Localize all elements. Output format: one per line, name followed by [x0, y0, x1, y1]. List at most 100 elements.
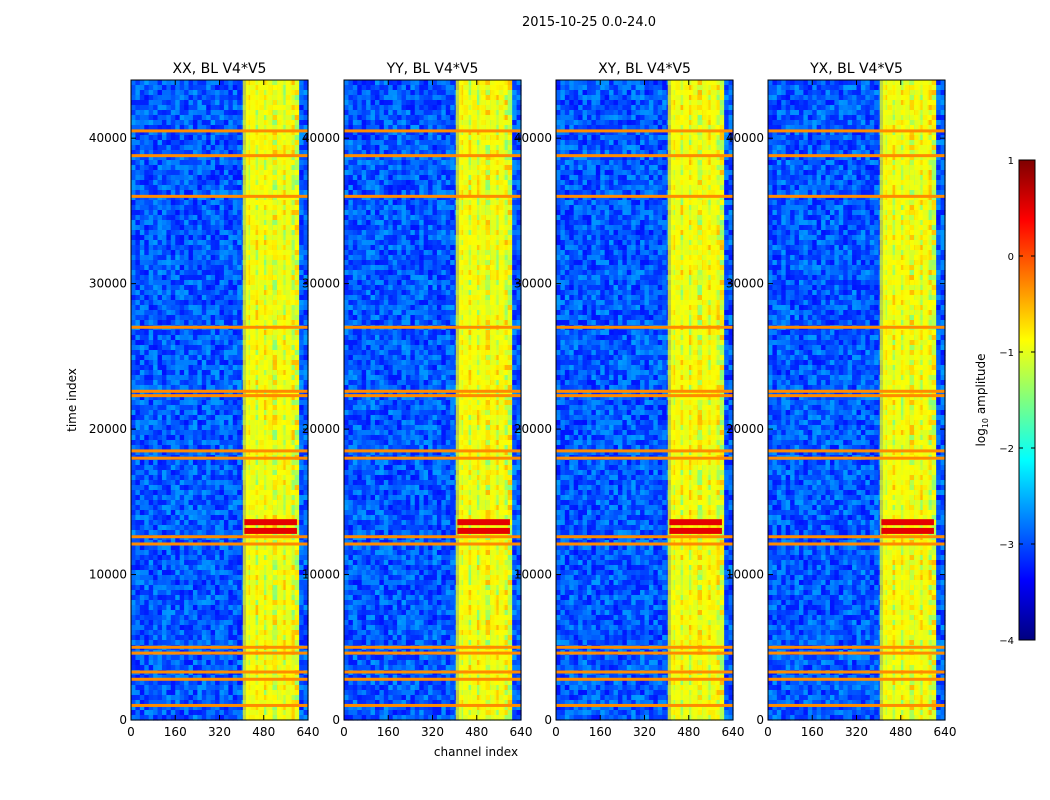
- heatmap-cell: [219, 120, 225, 126]
- heatmap-cell: [294, 215, 300, 221]
- heatmap-cell: [188, 135, 194, 141]
- heatmap-cell: [153, 380, 159, 386]
- heatmap-cell: [290, 365, 296, 371]
- heatmap-cell: [139, 420, 145, 426]
- heatmap-cell: [192, 685, 198, 691]
- heatmap-cell: [299, 135, 305, 141]
- heatmap-cell: [135, 320, 141, 326]
- heatmap-cell: [201, 445, 207, 451]
- heatmap-cell: [188, 425, 194, 431]
- heatmap-cell: [175, 375, 181, 381]
- heatmap-cell: [179, 620, 185, 626]
- heatmap-cell: [303, 145, 309, 151]
- heatmap-cell: [215, 275, 221, 281]
- heatmap-cell: [237, 310, 243, 316]
- heatmap-cell: [228, 620, 234, 626]
- heatmap-cell: [135, 100, 141, 106]
- heatmap-cell: [166, 295, 172, 301]
- heatmap-cell: [201, 450, 207, 456]
- heatmap-cell: [272, 500, 278, 506]
- heatmap-cell: [299, 335, 305, 341]
- heatmap-cell: [157, 495, 163, 501]
- heatmap-cell: [144, 305, 150, 311]
- heatmap-cell: [135, 560, 141, 566]
- heatmap-cell: [175, 185, 181, 191]
- heatmap-cell: [157, 625, 163, 631]
- heatmap-cell: [170, 255, 176, 261]
- heatmap-cell: [188, 525, 194, 531]
- heatmap-cell: [210, 190, 216, 196]
- heatmap-cell: [263, 245, 269, 251]
- heatmap-cell: [223, 410, 229, 416]
- heatmap-cell: [139, 345, 145, 351]
- heatmap-cell: [175, 635, 181, 641]
- heatmap-cell: [219, 355, 225, 361]
- heatmap-cell: [184, 595, 190, 601]
- heatmap-cell: [206, 290, 212, 296]
- heatmap-cell: [299, 210, 305, 216]
- heatmap-cell: [139, 625, 145, 631]
- heatmap-cell: [228, 275, 234, 281]
- heatmap-cell: [197, 370, 203, 376]
- heatmap-cell: [144, 615, 150, 621]
- heatmap-cell: [210, 215, 216, 221]
- heatmap-cell: [131, 445, 137, 451]
- heatmap-cell: [166, 370, 172, 376]
- heatmap-cell: [201, 620, 207, 626]
- heatmap-cell: [210, 245, 216, 251]
- heatmap-cell: [219, 320, 225, 326]
- heatmap-cell: [179, 270, 185, 276]
- heatmap-cell: [131, 430, 137, 436]
- heatmap-cell: [219, 335, 225, 341]
- heatmap-cell: [237, 345, 243, 351]
- heatmap-cell: [201, 285, 207, 291]
- heatmap-cell: [210, 340, 216, 346]
- heatmap-cell: [188, 610, 194, 616]
- heatmap-cell: [153, 245, 159, 251]
- heatmap-cell: [192, 335, 198, 341]
- heatmap-cell: [179, 265, 185, 271]
- heatmap-cell: [272, 640, 278, 646]
- heatmap-cell: [201, 695, 207, 701]
- heatmap-cell: [201, 480, 207, 486]
- heatmap-cell: [166, 225, 172, 231]
- heatmap-cell: [197, 120, 203, 126]
- heatmap-cell: [232, 485, 238, 491]
- heatmap-cell: [237, 660, 243, 666]
- heatmap-cell: [219, 435, 225, 441]
- heatmap-cell: [299, 310, 305, 316]
- heatmap-cell: [153, 475, 159, 481]
- heatmap-cell: [201, 405, 207, 411]
- heatmap-cell: [219, 255, 225, 261]
- heatmap-cell: [131, 395, 137, 401]
- heatmap-cell: [179, 155, 185, 161]
- heatmap-cell: [215, 300, 221, 306]
- heatmap-cell: [219, 105, 225, 111]
- heatmap-cell: [263, 200, 269, 206]
- heatmap-cell: [237, 335, 243, 341]
- heatmap-cell: [170, 525, 176, 531]
- heatmap-cell: [232, 665, 238, 671]
- heatmap-cell: [170, 330, 176, 336]
- heatmap-cell: [263, 110, 269, 116]
- heatmap-cell: [210, 440, 216, 446]
- heatmap-cell: [219, 680, 225, 686]
- heatmap-cell: [192, 395, 198, 401]
- heatmap-cell: [219, 575, 225, 581]
- heatmap-cell: [131, 110, 137, 116]
- heatmap-cell: [201, 175, 207, 181]
- heatmap-cell: [254, 385, 260, 391]
- heatmap-cell: [228, 180, 234, 186]
- heatmap-cell: [201, 170, 207, 176]
- heatmap-cell: [210, 255, 216, 261]
- heatmap-cell: [157, 205, 163, 211]
- heatmap-cell: [166, 465, 172, 471]
- heatmap-cell: [188, 345, 194, 351]
- heatmap-cell: [179, 595, 185, 601]
- heatmap-cell: [157, 315, 163, 321]
- heatmap-cell: [153, 345, 159, 351]
- heatmap-cell: [303, 290, 309, 296]
- heatmap-cell: [272, 330, 278, 336]
- heatmap-cell: [144, 125, 150, 131]
- heatmap-cell: [219, 125, 225, 131]
